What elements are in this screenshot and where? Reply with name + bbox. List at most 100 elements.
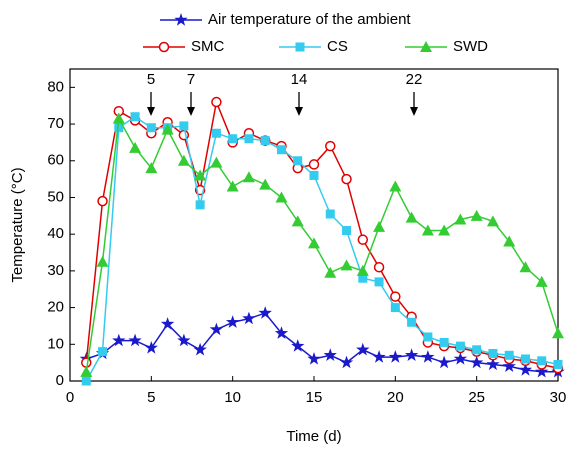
star-marker: [453, 352, 468, 365]
triangle-marker: [324, 266, 337, 278]
star-marker: [437, 355, 451, 369]
triangle-marker: [161, 123, 174, 135]
square-marker: [244, 134, 254, 144]
plot-frame: [69, 68, 559, 382]
square-marker: [342, 226, 352, 236]
star-marker: [535, 364, 549, 378]
triangle-marker: [486, 215, 499, 227]
star-marker: [291, 339, 305, 352]
star-marker: [421, 350, 435, 363]
triangle-marker: [259, 178, 272, 190]
star-marker: [258, 306, 272, 319]
triangle-marker: [405, 211, 418, 223]
y-tick-label: 40: [47, 225, 64, 242]
star-marker: [356, 342, 370, 356]
square-marker: [455, 341, 465, 351]
legend-label: SWD: [453, 38, 488, 55]
annotation-arrowhead: [187, 107, 195, 116]
star-marker: [226, 315, 240, 328]
triangle-marker: [535, 275, 548, 287]
triangle-marker: [373, 220, 386, 232]
star-marker: [144, 341, 158, 354]
square-marker: [553, 359, 563, 369]
x-tick-label: 15: [306, 389, 323, 406]
star-marker: [193, 342, 207, 356]
y-tick-label: 60: [47, 152, 64, 169]
square-marker: [81, 376, 91, 386]
circle-marker: [325, 140, 336, 152]
star-marker: [160, 317, 175, 330]
legend-marker: [158, 41, 170, 53]
square-marker: [358, 273, 368, 283]
star-marker: [339, 355, 354, 369]
triangle-marker: [112, 112, 125, 124]
annotation-arrowhead: [410, 107, 418, 116]
square-marker: [325, 209, 335, 219]
star-marker: [209, 322, 224, 336]
star-marker: [323, 348, 337, 361]
x-tick-label: 30: [550, 389, 567, 406]
y-tick-label: 70: [47, 115, 64, 132]
triangle-marker: [226, 180, 239, 192]
square-marker: [439, 337, 449, 347]
square-marker: [98, 347, 108, 357]
star-marker: [470, 355, 484, 369]
circle-marker: [357, 234, 369, 245]
circle-marker: [373, 261, 385, 273]
square-marker: [390, 303, 400, 313]
triangle-marker: [503, 235, 516, 247]
y-tick-label: 80: [47, 78, 64, 95]
y-tick-label: 30: [47, 262, 64, 279]
triangle-marker: [291, 215, 304, 227]
y-tick-label: 0: [56, 372, 64, 389]
circle-marker: [211, 96, 222, 108]
x-tick-label: 0: [66, 389, 74, 406]
x-tick-label: 20: [387, 389, 404, 406]
star-marker: [518, 363, 533, 376]
x-tick-label: 10: [224, 389, 241, 406]
star-marker: [274, 326, 289, 339]
square-marker: [504, 350, 514, 360]
star-marker: [502, 359, 516, 372]
triangle-marker: [454, 213, 467, 225]
triangle-marker: [242, 171, 255, 183]
square-marker: [179, 121, 189, 131]
triangle-marker: [129, 141, 142, 153]
legend-marker: [174, 13, 188, 26]
annotation: 5: [147, 71, 155, 88]
triangle-marker: [340, 259, 353, 271]
square-marker: [146, 123, 156, 133]
square-marker: [488, 348, 498, 358]
square-marker: [293, 156, 303, 166]
star-marker: [112, 333, 126, 347]
y-tick-label: 10: [47, 335, 64, 352]
square-marker: [114, 123, 124, 133]
y-tick-label: 20: [47, 299, 64, 316]
annotation: 7: [187, 71, 195, 88]
legend-marker: [420, 41, 432, 52]
triangle-marker: [438, 224, 451, 236]
square-marker: [520, 354, 530, 364]
star-marker: [372, 350, 386, 363]
square-marker: [260, 136, 270, 146]
triangle-marker: [177, 154, 190, 166]
circle-marker: [390, 291, 401, 302]
x-tick-label: 25: [468, 389, 485, 406]
triangle-marker: [145, 162, 158, 174]
triangle-marker: [519, 261, 532, 273]
star-marker: [177, 333, 191, 347]
annotation: 14: [291, 71, 308, 88]
circle-marker: [341, 173, 352, 185]
triangle-marker: [80, 365, 93, 377]
square-marker: [374, 277, 384, 287]
square-marker: [423, 332, 433, 342]
star-marker: [486, 357, 500, 371]
annotation: 22: [406, 71, 423, 88]
series-line: [85, 99, 559, 369]
series-line: [85, 116, 559, 372]
triangle-marker: [389, 180, 402, 192]
y-axis-label: Temperature (°C): [9, 167, 26, 282]
star-marker: [307, 352, 321, 365]
square-marker: [537, 356, 547, 366]
